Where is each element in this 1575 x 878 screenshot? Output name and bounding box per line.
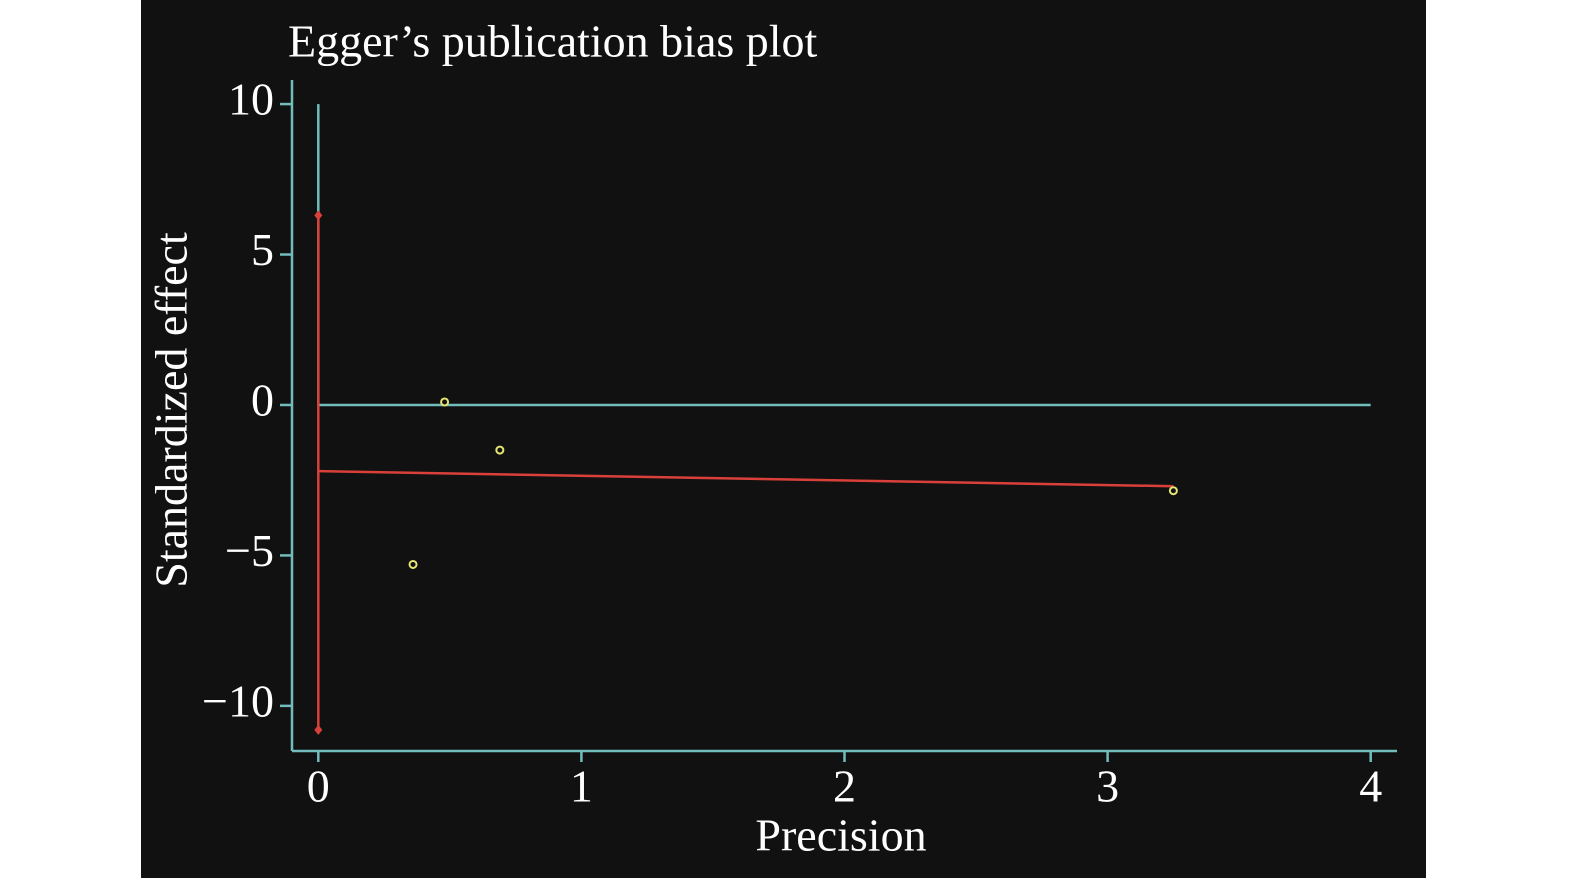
y-tick-label: 5 [251,224,274,275]
x-axis-label: Precision [755,810,926,861]
x-tick-label: 0 [307,761,330,812]
y-tick-label: 0 [251,375,274,426]
y-tick-label: −10 [202,675,274,726]
regression-line [318,469,1174,488]
panel [141,0,1426,878]
y-tick-label: 10 [228,74,274,125]
x-tick-label: 4 [1359,761,1382,812]
point [495,445,505,455]
point [1168,486,1178,496]
point [408,559,418,569]
ci-end [314,724,323,735]
x-tick-label: 1 [570,761,593,812]
x-tick-label: 3 [1096,761,1119,812]
ci-end [314,210,323,221]
x-tick-label: 2 [833,761,856,812]
point [440,397,450,407]
y-tick-label: −5 [225,525,274,576]
chart-title: Egger’s publication bias plot [288,16,818,67]
y-axis-label: Standardized effect [146,232,197,588]
